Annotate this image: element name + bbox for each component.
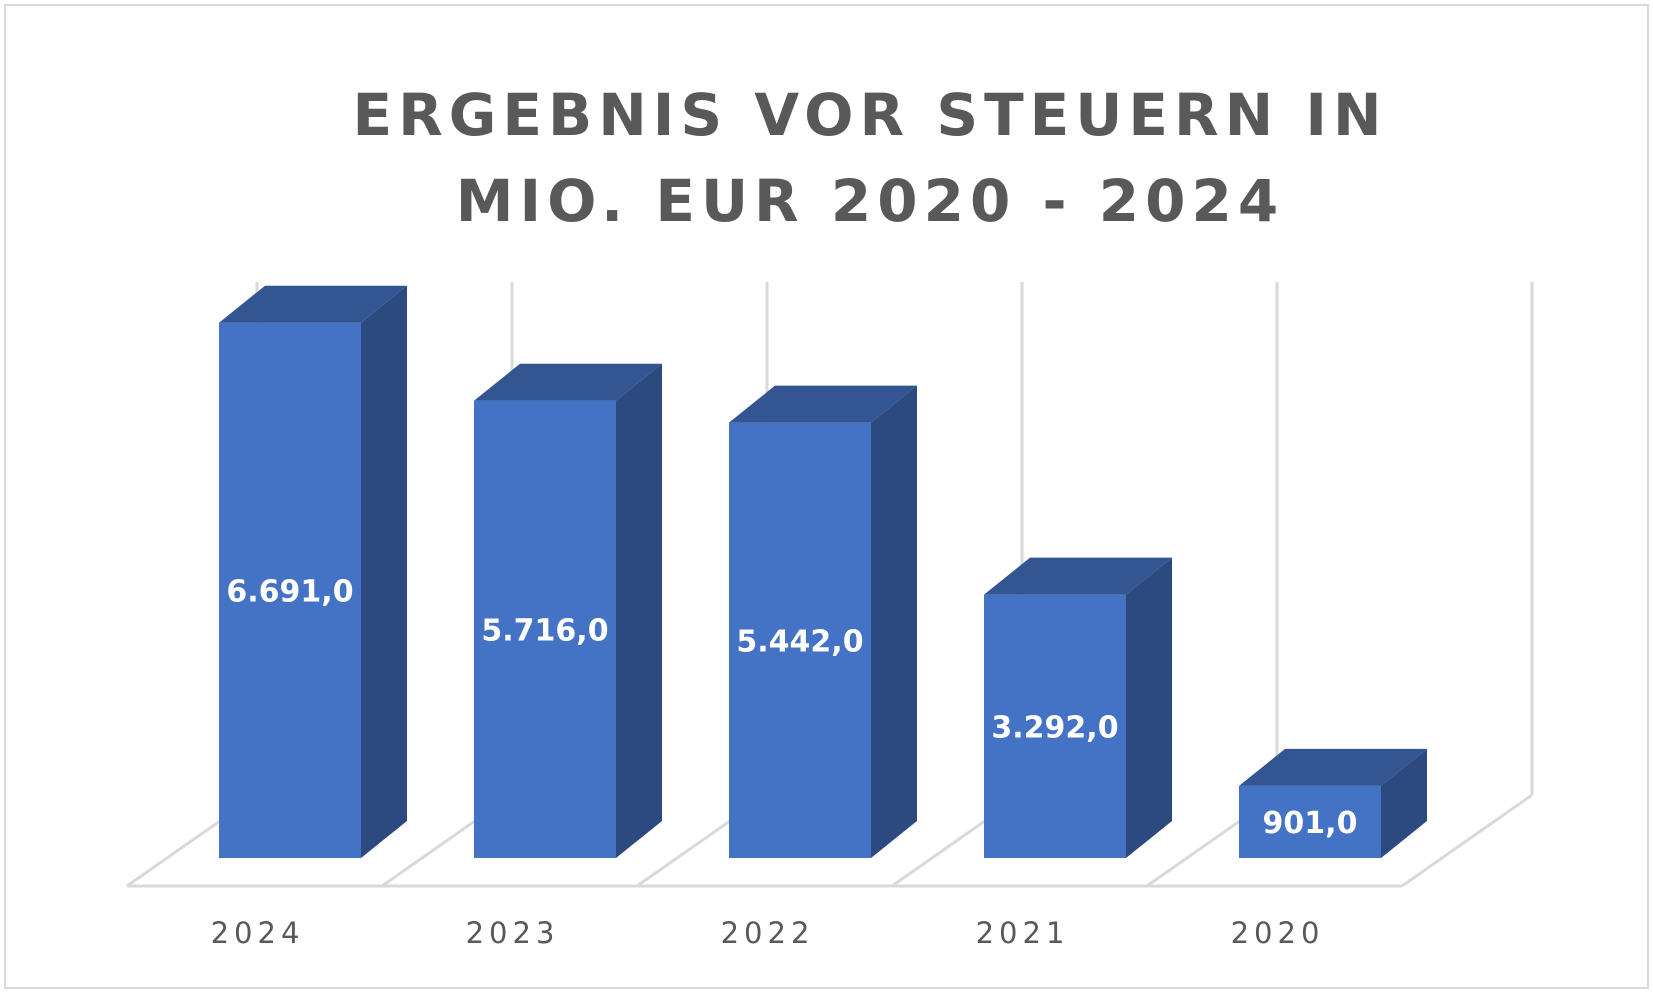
bar-2021: [984, 557, 1172, 858]
bar-2023: [474, 363, 662, 858]
bar-top-face: [219, 285, 407, 323]
bar-top-face: [1239, 748, 1427, 786]
bar-2022: [729, 385, 917, 858]
data-label-2023: 5.716,0: [481, 613, 608, 648]
bar-front-face: [729, 422, 871, 858]
bar-2020: [1239, 748, 1427, 858]
floor-divider: [1401, 793, 1533, 888]
data-label-2022: 5.442,0: [736, 624, 863, 659]
x-tick-label-2024: 2024: [211, 916, 305, 950]
bar-side-face: [1126, 557, 1172, 858]
bar-top-face: [984, 557, 1172, 595]
bar-side-face: [361, 285, 407, 859]
x-tick-label-2021: 2021: [976, 916, 1070, 950]
data-label-2021: 3.292,0: [991, 710, 1118, 745]
data-label-2024: 6.691,0: [226, 574, 353, 609]
bar-side-face: [616, 363, 662, 858]
ticks-layer: 2024 2023 2022 2021 2020: [211, 916, 1325, 950]
bars-layer: [219, 285, 1427, 859]
bar-top-face: [729, 385, 917, 423]
chart-title: ERGEBNIS VOR STEUERN IN MIO. EUR 2020 - …: [352, 81, 1388, 235]
bar-front-face: [219, 322, 361, 859]
bar-front-face: [474, 400, 616, 858]
bar-2024: [219, 285, 407, 859]
bar-front-face: [1239, 785, 1381, 858]
x-tick-label-2022: 2022: [721, 916, 815, 950]
x-tick-label-2023: 2023: [466, 916, 560, 950]
x-tick-label-2020: 2020: [1231, 916, 1325, 950]
bar-side-face: [1381, 748, 1427, 858]
bar-top-face: [474, 363, 662, 401]
bar-side-face: [871, 385, 917, 858]
data-label-2020: 901,0: [1263, 806, 1358, 841]
bar-front-face: [984, 594, 1126, 858]
labels-layer: 6.691,0 5.716,0 5.442,0 3.292,0 901,0: [226, 574, 1357, 841]
